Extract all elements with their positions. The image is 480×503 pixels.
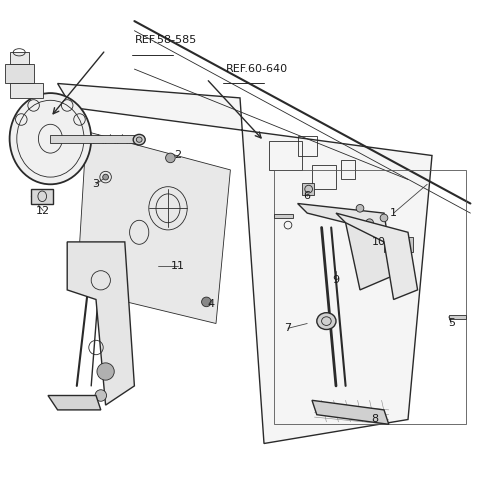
Ellipse shape (317, 313, 336, 329)
Bar (341, 160, 355, 180)
Text: 7: 7 (285, 323, 291, 333)
Text: 4: 4 (208, 299, 215, 309)
Circle shape (97, 363, 114, 380)
Bar (274, 214, 293, 218)
Bar (394, 237, 413, 252)
Bar (31, 189, 53, 204)
Polygon shape (10, 83, 43, 98)
Polygon shape (77, 131, 230, 323)
Text: 8: 8 (371, 414, 378, 425)
Polygon shape (48, 395, 101, 410)
Polygon shape (336, 213, 418, 299)
Circle shape (202, 297, 211, 307)
Text: REF.58-585: REF.58-585 (134, 35, 197, 45)
Ellipse shape (10, 93, 91, 184)
Bar (384, 238, 408, 252)
Text: 12: 12 (36, 206, 50, 216)
Circle shape (166, 153, 175, 162)
Bar (449, 315, 466, 319)
Text: 6: 6 (304, 191, 311, 201)
Text: 3: 3 (93, 179, 99, 189)
Polygon shape (67, 242, 134, 405)
Circle shape (380, 214, 388, 222)
Circle shape (103, 174, 108, 180)
Circle shape (366, 219, 373, 226)
Circle shape (95, 390, 107, 401)
Text: 2: 2 (174, 150, 181, 160)
Text: 1: 1 (390, 208, 397, 218)
Bar (298, 136, 317, 155)
Text: REF.60-640: REF.60-640 (226, 64, 288, 74)
Text: 9: 9 (333, 275, 339, 285)
Circle shape (356, 204, 364, 212)
Bar (5, 64, 34, 83)
Bar (312, 165, 336, 189)
Bar (269, 141, 302, 170)
Bar (50, 135, 137, 143)
Text: 10: 10 (372, 237, 386, 247)
Text: 5: 5 (448, 318, 455, 328)
Ellipse shape (133, 134, 145, 145)
Text: 11: 11 (170, 261, 185, 271)
Polygon shape (58, 83, 432, 444)
Polygon shape (312, 400, 389, 425)
Bar (10, 52, 29, 64)
Bar (274, 170, 466, 425)
Ellipse shape (136, 137, 142, 142)
Bar (302, 183, 314, 195)
Polygon shape (298, 204, 394, 290)
